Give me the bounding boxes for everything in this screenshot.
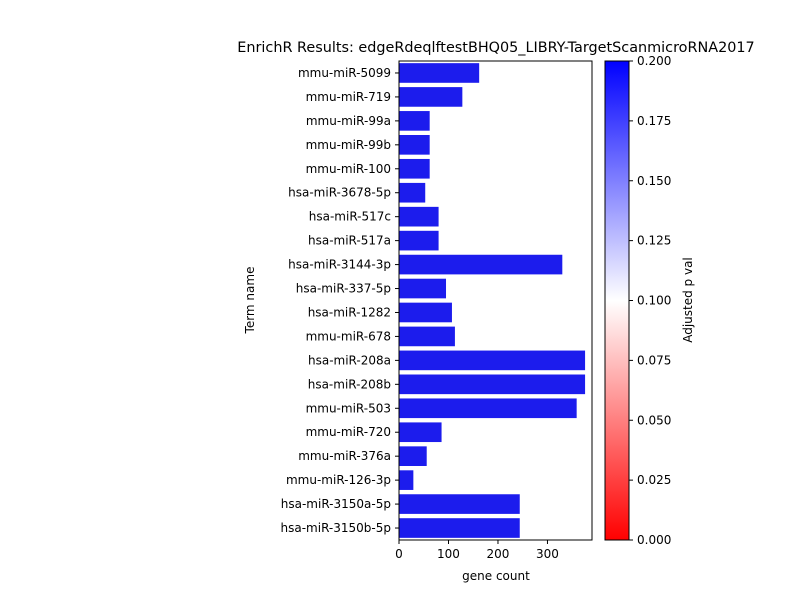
bar: [399, 446, 427, 466]
colorbar-tick-label: 0.125: [637, 234, 671, 248]
y-tick-label: mmu-miR-5099: [298, 66, 391, 80]
colorbar-tick-label: 0.000: [637, 533, 671, 547]
bars-group: [399, 63, 586, 538]
colorbar-tick-label: 0.150: [637, 174, 671, 188]
bar: [399, 374, 586, 395]
bar: [399, 350, 586, 371]
colorbar-tick-label: 0.075: [637, 353, 671, 367]
colorbar-ticks-group: 0.000 0.025 0.050 0.075 0.100 0.125 0.150 0.175…: [629, 54, 671, 547]
bar: [399, 135, 430, 155]
y-tick-label: hsa-miR-517a: [308, 234, 391, 248]
x-ticks-group: 0 100 200 300: [395, 540, 559, 561]
colorbar-label: Adjusted p val: [681, 257, 695, 343]
bar: [399, 254, 563, 275]
y-tick-label: hsa-miR-3150a-5p: [281, 497, 391, 511]
y-tick-label: mmu-miR-503: [306, 401, 391, 415]
x-tick-label: 300: [536, 547, 559, 561]
y-tick-label: hsa-miR-337-5p: [296, 282, 391, 296]
y-tick-label: mmu-miR-99b: [306, 138, 391, 152]
y-tick-label: hsa-miR-208b: [308, 377, 391, 391]
colorbar-tick-label: 0.100: [637, 294, 671, 308]
x-axis-label: gene count: [462, 569, 530, 583]
x-tick-label: 200: [487, 547, 510, 561]
y-tick-label: hsa-miR-3678-5p: [288, 186, 391, 200]
y-tick-label: mmu-miR-376a: [298, 449, 391, 463]
x-tick-label: 100: [437, 547, 460, 561]
bar: [399, 206, 439, 227]
y-tick-label: mmu-miR-719: [306, 90, 391, 104]
bar: [399, 182, 426, 203]
y-ticks-group: mmu-miR-5099 mmu-miR-719 mmu-miR-99a mmu-mi…: [281, 66, 399, 535]
bar: [399, 422, 442, 443]
bar: [399, 494, 520, 514]
colorbar-tick-label: 0.200: [637, 54, 671, 68]
y-tick-label: mmu-miR-99a: [306, 114, 391, 128]
y-tick-label: hsa-miR-3150b-5p: [281, 521, 391, 535]
bar: [399, 87, 463, 107]
y-tick-label: hsa-miR-3144-3p: [288, 258, 391, 272]
bar: [399, 230, 439, 251]
bar: [399, 302, 452, 323]
y-tick-label: mmu-miR-678: [306, 329, 391, 343]
bar: [399, 111, 430, 131]
y-tick-label: hsa-miR-1282: [308, 305, 391, 319]
y-tick-label: mmu-miR-126-3p: [286, 473, 391, 487]
colorbar: [604, 60, 630, 541]
x-tick-label: 0: [395, 547, 403, 561]
bar: [399, 63, 480, 83]
y-tick-label: mmu-miR-720: [306, 425, 391, 439]
bar: [399, 158, 430, 179]
y-axis-label: Term name: [243, 267, 257, 335]
colorbar-tick-label: 0.025: [637, 473, 671, 487]
bar: [399, 278, 447, 299]
bar: [399, 470, 414, 490]
y-tick-label: mmu-miR-100: [306, 162, 391, 176]
y-tick-label: hsa-miR-208a: [308, 353, 391, 367]
y-tick-label: hsa-miR-517c: [309, 210, 391, 224]
chart-title: EnrichR Results: edgeRdeqlftestBHQ05_LIB…: [237, 40, 754, 56]
plot-frame: [398, 60, 593, 541]
bar: [399, 398, 577, 419]
bar: [399, 518, 520, 538]
colorbar-tick-label: 0.175: [637, 114, 671, 128]
bar: [399, 326, 455, 347]
colorbar-tick-label: 0.050: [637, 413, 671, 427]
